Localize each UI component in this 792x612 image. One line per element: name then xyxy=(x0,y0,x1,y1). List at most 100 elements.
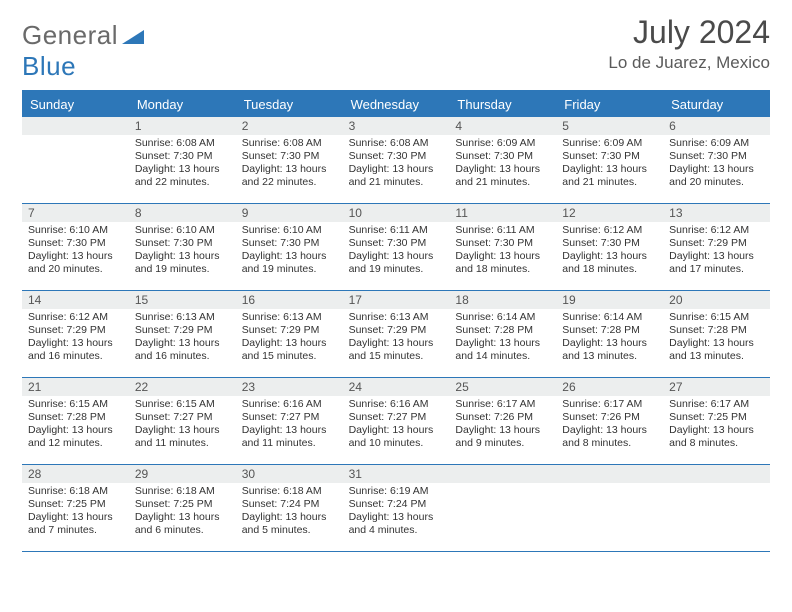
day-details: Sunrise: 6:18 AMSunset: 7:24 PMDaylight:… xyxy=(236,483,343,542)
sunrise-text: Sunrise: 6:08 AM xyxy=(135,137,230,150)
day-cell: 29Sunrise: 6:18 AMSunset: 7:25 PMDayligh… xyxy=(129,465,236,551)
daylight-text-2: and 18 minutes. xyxy=(455,263,550,276)
day-details: Sunrise: 6:10 AMSunset: 7:30 PMDaylight:… xyxy=(129,222,236,281)
day-cell: 3Sunrise: 6:08 AMSunset: 7:30 PMDaylight… xyxy=(343,117,450,203)
day-details: Sunrise: 6:10 AMSunset: 7:30 PMDaylight:… xyxy=(22,222,129,281)
sunrise-text: Sunrise: 6:12 AM xyxy=(562,224,657,237)
day-cell: 8Sunrise: 6:10 AMSunset: 7:30 PMDaylight… xyxy=(129,204,236,290)
day-number: 15 xyxy=(129,291,236,309)
sunset-text: Sunset: 7:29 PM xyxy=(242,324,337,337)
daylight-text-2: and 12 minutes. xyxy=(28,437,123,450)
day-number: 12 xyxy=(556,204,663,222)
sunset-text: Sunset: 7:28 PM xyxy=(562,324,657,337)
daylight-text-1: Daylight: 13 hours xyxy=(562,424,657,437)
sunrise-text: Sunrise: 6:15 AM xyxy=(28,398,123,411)
day-number: 14 xyxy=(22,291,129,309)
daylight-text-2: and 5 minutes. xyxy=(242,524,337,537)
sunrise-text: Sunrise: 6:18 AM xyxy=(135,485,230,498)
day-number: 24 xyxy=(343,378,450,396)
daylight-text-1: Daylight: 13 hours xyxy=(455,337,550,350)
sunrise-text: Sunrise: 6:19 AM xyxy=(349,485,444,498)
daylight-text-1: Daylight: 13 hours xyxy=(28,511,123,524)
day-cell: 24Sunrise: 6:16 AMSunset: 7:27 PMDayligh… xyxy=(343,378,450,464)
day-number: 22 xyxy=(129,378,236,396)
daylight-text-2: and 19 minutes. xyxy=(242,263,337,276)
day-details: Sunrise: 6:09 AMSunset: 7:30 PMDaylight:… xyxy=(449,135,556,194)
daylight-text-2: and 13 minutes. xyxy=(562,350,657,363)
daylight-text-2: and 8 minutes. xyxy=(669,437,764,450)
sunset-text: Sunset: 7:30 PM xyxy=(562,150,657,163)
week-row: 14Sunrise: 6:12 AMSunset: 7:29 PMDayligh… xyxy=(22,291,770,378)
day-details: Sunrise: 6:16 AMSunset: 7:27 PMDaylight:… xyxy=(343,396,450,455)
sunset-text: Sunset: 7:24 PM xyxy=(242,498,337,511)
daylight-text-1: Daylight: 13 hours xyxy=(28,424,123,437)
day-number: 21 xyxy=(22,378,129,396)
daylight-text-1: Daylight: 13 hours xyxy=(349,163,444,176)
day-details: Sunrise: 6:17 AMSunset: 7:25 PMDaylight:… xyxy=(663,396,770,455)
day-details: Sunrise: 6:12 AMSunset: 7:30 PMDaylight:… xyxy=(556,222,663,281)
day-cell: 10Sunrise: 6:11 AMSunset: 7:30 PMDayligh… xyxy=(343,204,450,290)
daylight-text-2: and 19 minutes. xyxy=(135,263,230,276)
daylight-text-1: Daylight: 13 hours xyxy=(669,424,764,437)
title-block: July 2024 Lo de Juarez, Mexico xyxy=(608,14,770,73)
day-cell: 31Sunrise: 6:19 AMSunset: 7:24 PMDayligh… xyxy=(343,465,450,551)
week-row: 7Sunrise: 6:10 AMSunset: 7:30 PMDaylight… xyxy=(22,204,770,291)
sunset-text: Sunset: 7:29 PM xyxy=(349,324,444,337)
daylight-text-1: Daylight: 13 hours xyxy=(455,424,550,437)
day-details: Sunrise: 6:11 AMSunset: 7:30 PMDaylight:… xyxy=(449,222,556,281)
sunset-text: Sunset: 7:30 PM xyxy=(562,237,657,250)
day-cell: 16Sunrise: 6:13 AMSunset: 7:29 PMDayligh… xyxy=(236,291,343,377)
dow-saturday: Saturday xyxy=(663,92,770,117)
daylight-text-2: and 19 minutes. xyxy=(349,263,444,276)
day-details: Sunrise: 6:08 AMSunset: 7:30 PMDaylight:… xyxy=(236,135,343,194)
day-number: 19 xyxy=(556,291,663,309)
day-details: Sunrise: 6:18 AMSunset: 7:25 PMDaylight:… xyxy=(22,483,129,542)
daylight-text-1: Daylight: 13 hours xyxy=(349,250,444,263)
daylight-text-1: Daylight: 13 hours xyxy=(349,337,444,350)
sunset-text: Sunset: 7:24 PM xyxy=(349,498,444,511)
day-number: 3 xyxy=(343,117,450,135)
sunset-text: Sunset: 7:28 PM xyxy=(28,411,123,424)
day-number: 1 xyxy=(129,117,236,135)
sunset-text: Sunset: 7:30 PM xyxy=(349,237,444,250)
daylight-text-2: and 7 minutes. xyxy=(28,524,123,537)
day-details: Sunrise: 6:18 AMSunset: 7:25 PMDaylight:… xyxy=(129,483,236,542)
daylight-text-2: and 16 minutes. xyxy=(135,350,230,363)
day-number: 17 xyxy=(343,291,450,309)
day-details: Sunrise: 6:13 AMSunset: 7:29 PMDaylight:… xyxy=(343,309,450,368)
daylight-text-2: and 21 minutes. xyxy=(349,176,444,189)
day-cell: 26Sunrise: 6:17 AMSunset: 7:26 PMDayligh… xyxy=(556,378,663,464)
sunrise-text: Sunrise: 6:09 AM xyxy=(669,137,764,150)
day-cell: 30Sunrise: 6:18 AMSunset: 7:24 PMDayligh… xyxy=(236,465,343,551)
daylight-text-1: Daylight: 13 hours xyxy=(349,511,444,524)
day-details: Sunrise: 6:08 AMSunset: 7:30 PMDaylight:… xyxy=(343,135,450,194)
daylight-text-1: Daylight: 13 hours xyxy=(135,511,230,524)
day-cell: 13Sunrise: 6:12 AMSunset: 7:29 PMDayligh… xyxy=(663,204,770,290)
daylight-text-1: Daylight: 13 hours xyxy=(28,250,123,263)
daylight-text-2: and 16 minutes. xyxy=(28,350,123,363)
sunrise-text: Sunrise: 6:11 AM xyxy=(349,224,444,237)
sunrise-text: Sunrise: 6:16 AM xyxy=(349,398,444,411)
sunrise-text: Sunrise: 6:10 AM xyxy=(135,224,230,237)
daylight-text-2: and 8 minutes. xyxy=(562,437,657,450)
daylight-text-1: Daylight: 13 hours xyxy=(455,250,550,263)
day-number: 30 xyxy=(236,465,343,483)
day-cell: 28Sunrise: 6:18 AMSunset: 7:25 PMDayligh… xyxy=(22,465,129,551)
sunrise-text: Sunrise: 6:16 AM xyxy=(242,398,337,411)
daylight-text-1: Daylight: 13 hours xyxy=(242,163,337,176)
daylight-text-1: Daylight: 13 hours xyxy=(669,250,764,263)
sunrise-text: Sunrise: 6:18 AM xyxy=(28,485,123,498)
week-row: 1Sunrise: 6:08 AMSunset: 7:30 PMDaylight… xyxy=(22,117,770,204)
week-row: 28Sunrise: 6:18 AMSunset: 7:25 PMDayligh… xyxy=(22,465,770,552)
sunset-text: Sunset: 7:25 PM xyxy=(669,411,764,424)
daylight-text-1: Daylight: 13 hours xyxy=(242,250,337,263)
sunrise-text: Sunrise: 6:17 AM xyxy=(455,398,550,411)
day-cell xyxy=(556,465,663,551)
day-cell xyxy=(22,117,129,203)
day-cell: 4Sunrise: 6:09 AMSunset: 7:30 PMDaylight… xyxy=(449,117,556,203)
calendar-grid: Sunday Monday Tuesday Wednesday Thursday… xyxy=(22,90,770,552)
day-cell: 23Sunrise: 6:16 AMSunset: 7:27 PMDayligh… xyxy=(236,378,343,464)
day-cell xyxy=(663,465,770,551)
logo-triangle-icon xyxy=(122,28,144,49)
daylight-text-2: and 22 minutes. xyxy=(135,176,230,189)
